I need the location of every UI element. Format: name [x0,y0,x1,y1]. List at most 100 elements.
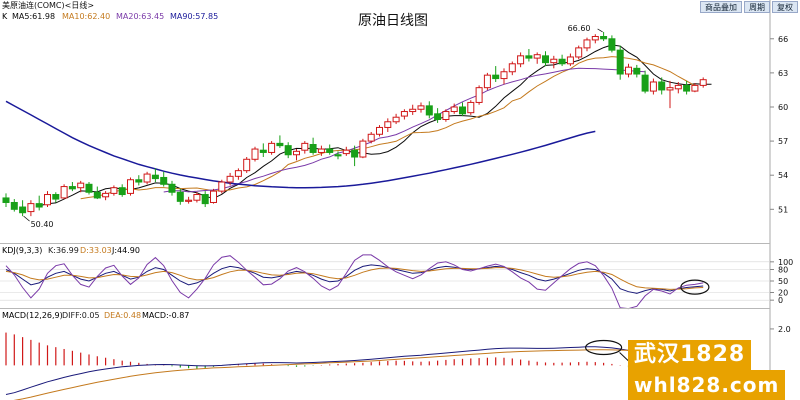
ma5-legend: MA5:61.98 [12,12,56,21]
watermark-line1: 武汉1828 [628,340,752,370]
candle-body [77,182,85,189]
candle-body [326,148,334,153]
kdj-legend-title: KDJ(9,3,3) [2,246,43,255]
candle-body [608,38,616,51]
main-ytick-label: 51 [778,205,788,214]
candle-body [234,170,242,177]
candle-body [60,186,68,199]
candle-body [160,176,168,185]
kdj-ytick-label: 20 [778,289,788,298]
candle-body [226,175,234,183]
candle-body [425,105,433,116]
candle-body [127,179,134,194]
candle-body [641,74,649,92]
instrument-label: 美原油连(COMC)<日线> [2,1,95,10]
candle-body [309,144,317,153]
candle-body [135,179,143,183]
macd-highlight-circle [584,339,623,356]
candle-body [168,183,176,193]
candle-body [68,186,76,190]
kdj-d-line [5,267,704,290]
candle-body [259,149,267,153]
candle-body [508,63,516,73]
candle-body [359,140,367,158]
candle-body [193,194,201,201]
candle-body [52,194,60,200]
candle-body [35,203,43,208]
candle-body [384,121,392,128]
candle-body [492,74,500,80]
ma90-legend: MA90:57.85 [170,12,219,21]
kdj-ytick-label: 50 [778,277,788,286]
toolbar-button-overlay[interactable]: 商品叠加 [700,1,742,13]
candle-body [517,55,525,65]
candle-body [210,190,217,203]
low-annotation: 50.40 [31,220,54,229]
candle-body [417,105,425,110]
candle-body [251,148,259,160]
candle-body [376,126,383,135]
main-ytick-label: 60 [778,103,788,112]
candle-body [475,87,483,103]
kdj-legend-j: J:44.90 [112,246,140,255]
toolbar-button-period[interactable]: 周期 [744,1,770,13]
candle-body [243,158,251,172]
kdj-legend-d: D:33.03 [80,246,112,255]
ma20-line [163,67,646,193]
high-pointer [597,28,603,33]
macd-legend-value: MACD:-0.87 [142,311,190,320]
candle-body [649,81,657,92]
ma10-legend: MA10:62.40 [62,12,111,21]
candle-body [616,49,624,75]
candle-body [683,84,691,92]
toolbar-button-adjust[interactable]: 复权 [772,1,798,13]
candle-body [276,142,284,147]
main-ytick-label: 66 [778,35,788,44]
main-ytick-label: 54 [778,171,788,180]
macd-diff-line [5,346,704,395]
candle-body [467,101,475,114]
candle-body [27,203,35,213]
watermark-line2: whl828.com [628,370,786,400]
candle-body [459,106,466,115]
candle-body [93,191,101,199]
candle-body [600,36,608,40]
kdj-legend-k: K:36.99 [48,246,79,255]
candle-body [2,197,10,203]
candle-body [367,133,375,142]
candle-body [591,36,599,41]
low-pointer [23,215,30,222]
candle-body [566,56,574,65]
candle-body [674,84,682,90]
candle-body [525,55,533,59]
kdj-ytick-label: 100 [778,258,793,267]
chart-title: 原油日线图 [358,13,428,29]
candle-body [400,111,408,117]
candle-body [691,84,699,92]
candle-body [268,142,276,153]
candle-body [317,148,325,153]
candle-body [218,181,226,192]
candle-body [699,79,707,86]
ma20-legend: MA20:63.45 [116,12,165,21]
macd-dea-line [13,349,704,400]
candle-body [658,81,666,91]
candle-body [342,149,350,155]
kdj-ytick-label: 0 [778,296,783,305]
candle-body [185,199,193,202]
candle-body [102,192,110,198]
candle-body [542,55,549,64]
candle-body [19,206,27,214]
candle-body [434,113,442,120]
candle-body [409,108,417,113]
macd-legend-title: MACD(12,26,9) [2,311,63,320]
candle-body [483,74,491,89]
candle-body [284,145,292,156]
panel-divider-macd [0,308,770,309]
candle-body [666,87,674,91]
candle-body [533,54,541,59]
candle-body [633,67,641,75]
candle-body [176,191,184,202]
